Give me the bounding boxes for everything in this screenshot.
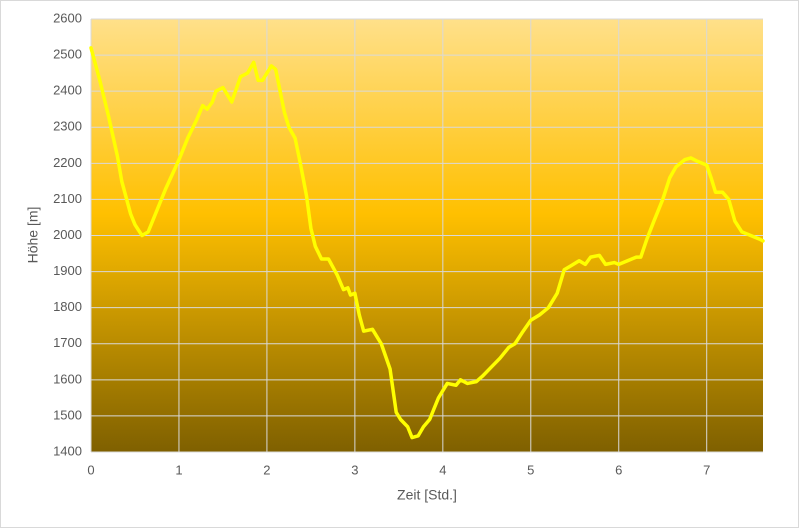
y-tick-label: 1800 [53, 299, 82, 314]
y-tick-label: 1500 [53, 407, 82, 422]
y-tick-label: 2600 [53, 10, 82, 25]
y-tick-label: 1700 [53, 335, 82, 350]
y-tick-label: 2300 [53, 119, 82, 134]
x-tick-label: 2 [263, 462, 270, 477]
y-axis-title: Höhe [m] [25, 207, 41, 264]
y-tick-label: 2200 [53, 155, 82, 170]
y-tick-label: 2000 [53, 227, 82, 242]
y-tick-label: 2400 [53, 83, 82, 98]
y-tick-label: 1400 [53, 443, 82, 458]
y-tick-label: 1900 [53, 263, 82, 278]
y-tick-label: 2500 [53, 47, 82, 62]
y-tick-label: 2100 [53, 191, 82, 206]
x-tick-label: 3 [351, 462, 358, 477]
line-series [89, 46, 765, 440]
y-tick-label: 1600 [53, 371, 82, 386]
x-axis-title: Zeit [Std.] [397, 487, 457, 503]
x-tick-label: 7 [703, 462, 710, 477]
x-tick-label: 0 [87, 462, 94, 477]
x-tick-label: 4 [439, 462, 446, 477]
x-tick-label: 5 [527, 462, 534, 477]
x-tick-label: 6 [615, 462, 622, 477]
x-tick-label: 1 [175, 462, 182, 477]
